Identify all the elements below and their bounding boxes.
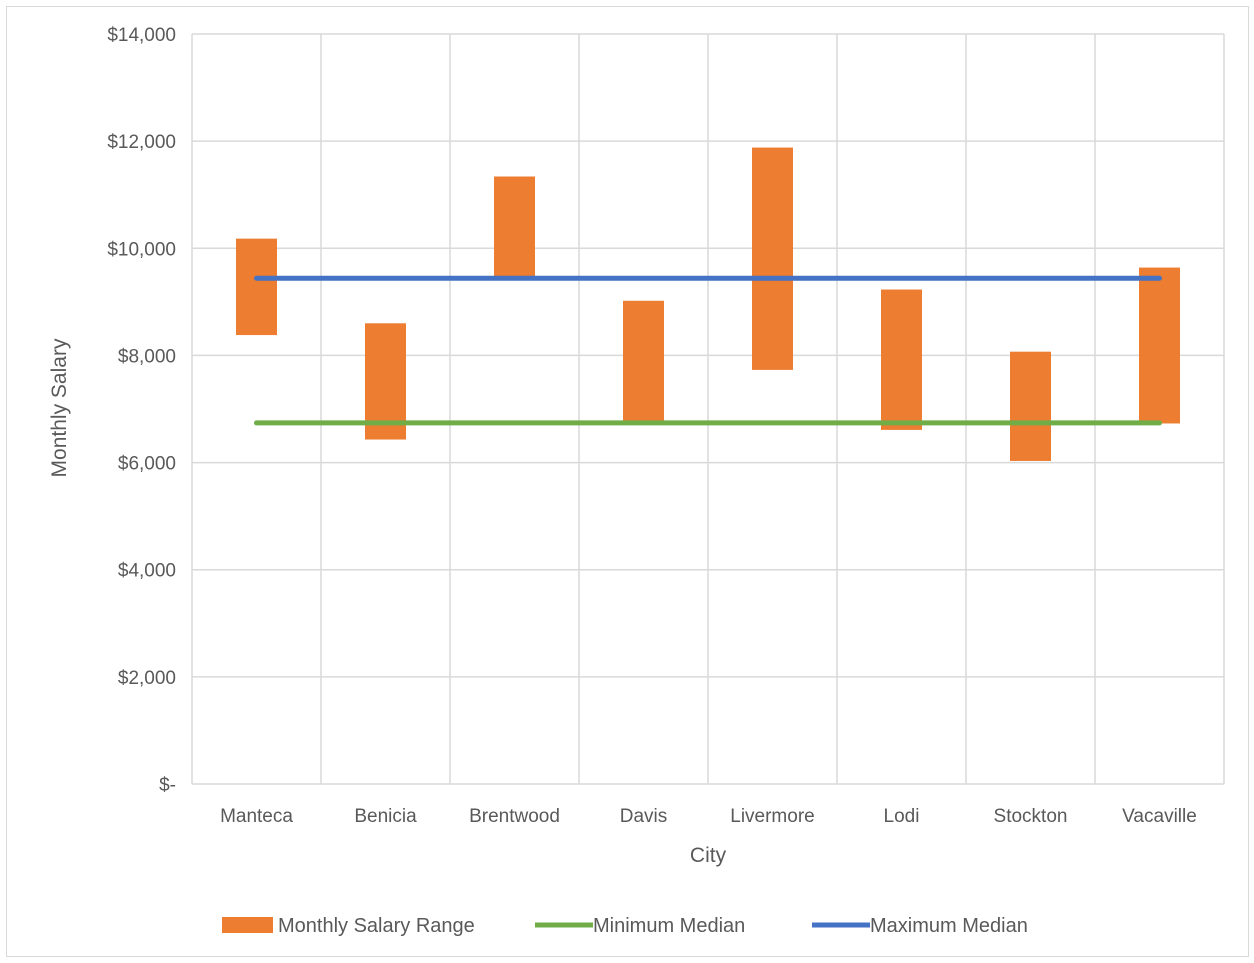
y-tick-label: $2,000 — [118, 668, 176, 689]
range-bar — [752, 147, 793, 370]
range-bar — [881, 289, 922, 430]
range-bar — [1139, 267, 1180, 424]
range-bar — [494, 176, 535, 279]
chart-frame — [6, 6, 1249, 957]
y-tick-label: $12,000 — [107, 132, 176, 153]
axis-labels: $- $2,000 $4,000 $6,000 $8,000 $10,000 $12,000… — [107, 25, 1197, 827]
y-tick-label: $- — [159, 775, 176, 796]
y-tick-label: $8,000 — [118, 346, 176, 367]
range-bars — [236, 147, 1180, 461]
legend-label: Maximum Median — [870, 915, 1028, 937]
y-tick-label: $6,000 — [118, 454, 176, 475]
y-tick-label: $10,000 — [107, 239, 176, 260]
x-axis-title: City — [690, 844, 727, 867]
range-bar — [365, 323, 406, 440]
y-axis-title: Monthly Salary — [48, 338, 71, 477]
gridlines — [191, 33, 1225, 785]
x-tick-label: Livermore — [730, 806, 814, 827]
legend-swatch-range — [222, 917, 273, 933]
legend-label: Minimum Median — [593, 915, 745, 937]
median-lines — [254, 275, 1162, 426]
x-tick-label: Davis — [620, 806, 668, 827]
legend: Monthly Salary Range Minimum Median Maximu… — [222, 915, 1028, 937]
x-tick-label: Stockton — [994, 806, 1068, 827]
x-tick-label: Vacaville — [1122, 806, 1197, 827]
y-tick-label: $14,000 — [107, 25, 176, 46]
legend-label: Monthly Salary Range — [278, 915, 475, 937]
x-tick-label: Brentwood — [469, 806, 560, 827]
range-bar — [236, 238, 277, 336]
y-tick-label: $4,000 — [118, 561, 176, 582]
x-tick-label: Lodi — [884, 806, 920, 827]
x-tick-label: Benicia — [354, 806, 417, 827]
range-bar — [623, 300, 664, 423]
range-bar — [1010, 351, 1051, 461]
x-tick-label: Manteca — [220, 806, 293, 827]
